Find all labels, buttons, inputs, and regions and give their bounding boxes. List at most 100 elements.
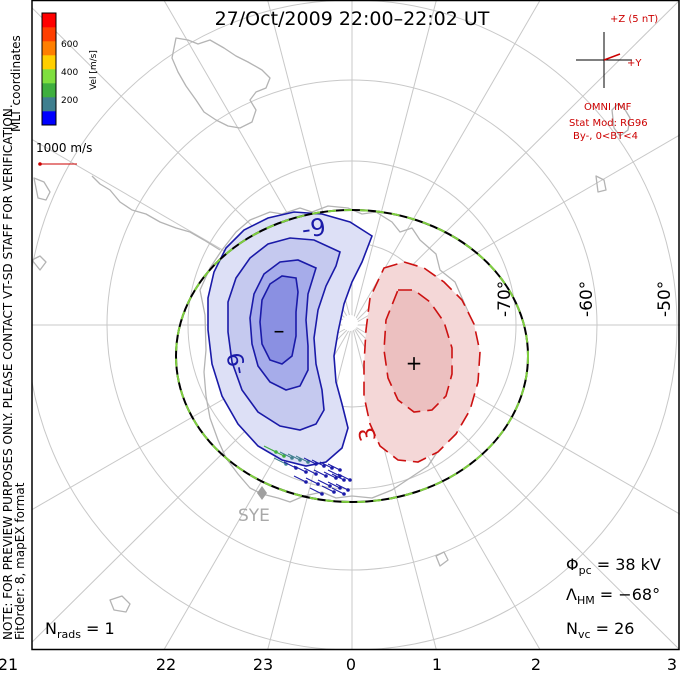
convection-cells [207,211,481,467]
colorbar-tick-400: 400 [61,68,78,78]
potential-minimum-marker: – [274,319,285,344]
imf-source: OMNI IMF [584,102,632,113]
imf-panel: +Z (5 nT) +Y OMNI IMF Stat Mod: RG96 By-… [569,14,658,142]
right-islands-coast [595,103,631,193]
imf-y-label: +Y [627,58,642,69]
velocity-vector-dot [304,470,308,474]
colorbar-tick-600: 600 [61,40,78,50]
colorbar-frame [41,12,57,126]
velocity-vector-tail [317,479,331,487]
velocity-vector-dot [324,474,328,478]
left-coast [32,177,51,271]
mlt-axis: 21 22 23 0 1 2 3 [0,655,677,674]
velocity-vector-tail [279,451,293,459]
colorbar-cell [42,69,56,84]
velocity-vector-dot [282,454,286,458]
dusk-cell-fill-core [259,275,299,365]
colorbar-cell [42,27,56,42]
velocity-vector-tail [287,453,301,461]
velocity-vector-tail [273,457,287,465]
colorbar-cell [42,111,56,126]
lat-label-50: -50° [655,281,675,317]
velocity-vector-tail [303,467,317,475]
fit-order-note: FitOrder: 8, mapEX format [13,482,27,640]
velocity-vector-dot [334,476,338,480]
velocity-vector-tail [293,465,307,473]
velocity-vector-dot [346,488,350,492]
station-label: SYE [238,506,270,526]
mlt-label-2: 2 [531,655,541,674]
velocity-vector-dot [332,490,336,494]
mlt-label-21: 21 [0,655,18,674]
colorbar-cell [42,13,56,28]
velocity-vector-dot [322,464,326,468]
mlt-label-22: 22 [156,655,176,674]
velocity-vector-tail [331,487,345,495]
velocity-vector-dot [342,478,346,482]
velocity-vector-tail [335,483,349,491]
lat-label-60: -60° [577,281,597,317]
contour-label-dusk-top: -9 [300,213,328,244]
velocity-vector-tail [323,471,337,479]
velocity-vector-tail [319,461,333,469]
velocity-vector-tail [283,461,297,469]
velocity-vector-dot [314,462,318,466]
velocity-vector-tail [321,485,335,493]
mlt-label-1: 1 [432,655,442,674]
velocity-vector-tail [327,469,341,477]
velocity-vector-dot [290,456,294,460]
imf-conditions: By-, 0<BT<4 [573,131,638,142]
colorbar-tick-200: 200 [61,96,78,106]
velocity-vector-tail [293,475,307,483]
velocity-vector-tail [327,481,341,489]
colorbar-cell [42,55,56,70]
velocity-vector-dot [314,472,318,476]
mlt-label-23: 23 [253,655,273,674]
velocity-colorbar: 600 400 200 Vel [m/s] [41,12,99,126]
velocity-vector-dot [338,468,342,472]
hm-boundary-latitude: ΛHM = −68° [566,585,660,607]
imf-z-label: +Z (5 nT) [610,14,658,25]
potential-maximum-marker: + [406,351,423,375]
velocity-vector-dot [316,482,320,486]
disclaimer-note: NOTE: FOR PREVIEW PURPOSES ONLY. PLEASE … [1,104,15,640]
imf-stat-model: Stat Mod: RG96 [569,118,648,129]
hm-boundary [175,209,529,503]
velocity-vector-dot [338,486,342,490]
velocity-vector-tail [311,459,325,467]
radar-station-marker [257,486,267,500]
velocity-vector-tail [331,473,345,481]
velocity-vector-dot [342,492,346,496]
velocity-scale-label: 1000 m/s [36,141,92,155]
velocity-vectors [263,445,352,496]
velocity-vector-dot [304,480,308,484]
velocity-vector-dot [338,474,342,478]
lat-label-70: -70° [495,281,515,317]
map-statistics: Φpc = 38 kV ΛHM = −68° Nvc = 26 Nrads = … [45,555,661,641]
lower-coast [109,551,449,613]
dawn-cell-fill-inner [383,289,453,413]
velocity-vector-tail [313,469,327,477]
colorbar-cell [42,97,56,112]
peninsula-coast [91,175,221,251]
velocity-vector-dot [328,484,332,488]
plot-frame [31,0,680,651]
mlt-label-3: 3 [667,655,677,674]
coord-system-label: MLT coordinates [9,35,23,132]
velocity-vector-tail [309,487,323,495]
velocity-vector-dot [348,478,352,482]
contour-label-dusk-side: -9 [223,350,251,376]
contour-label-dawn: 3 [355,425,382,443]
velocity-scale-dot [38,162,42,166]
pole-marker [342,315,358,331]
colorbar-cell [42,41,56,56]
colorbar-unit-label: Vel [m/s] [89,50,99,90]
velocity-vector-tail [295,455,309,463]
south-america-coast [171,37,271,129]
velocity-vector-tail [271,449,285,457]
radar-count: Nrads = 1 [45,619,115,641]
velocity-vector-dot [320,492,324,496]
velocity-vector-tail [327,463,341,471]
velocity-vector-dot [298,458,302,462]
